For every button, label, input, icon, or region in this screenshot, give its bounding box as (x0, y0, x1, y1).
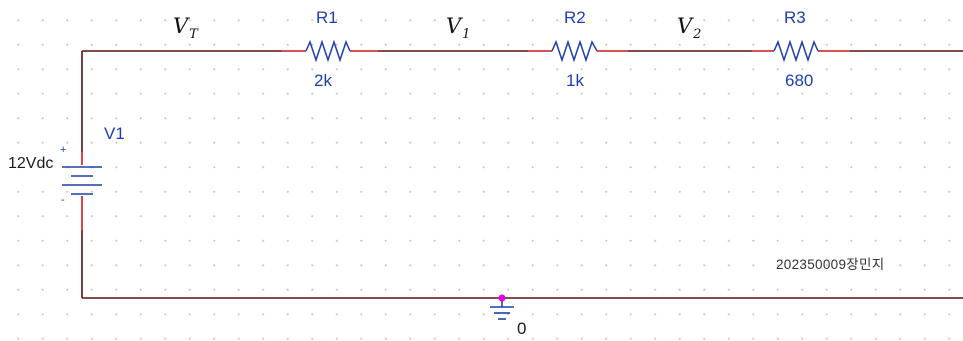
r3-zigzag (773, 39, 819, 63)
ground-label: 0 (517, 319, 526, 338)
r2-value-label: 1k (566, 71, 584, 90)
node-v1-main: V (446, 14, 463, 38)
v1-minus-sign: - (61, 194, 65, 206)
r3-ref-label: R3 (784, 8, 806, 27)
node-label-vt: VT (173, 14, 199, 42)
node-label-v1: V1 (446, 14, 470, 42)
node-vt-sub: T (189, 27, 199, 42)
v1-plus-sign: + (60, 144, 66, 156)
r2-ref-label: R2 (564, 8, 586, 27)
node-v2-main: V (677, 14, 694, 38)
v1-ref-label: V1 (104, 124, 125, 143)
r1-ref-label: R1 (316, 8, 338, 27)
v1-value-label: 12Vdc (8, 155, 53, 172)
node-vt-main: V (173, 14, 190, 38)
resistor-r1[interactable]: R1 2k (282, 8, 378, 90)
student-id-note: 202350009장민지 (776, 257, 884, 272)
resistor-r2[interactable]: R2 1k (528, 8, 628, 90)
ground-symbol[interactable]: 0 (490, 294, 526, 339)
node-label-v2: V2 (677, 14, 701, 42)
junction-dot (498, 294, 506, 302)
r1-value-label: 2k (314, 71, 332, 90)
node-v1-sub: 1 (462, 27, 470, 42)
node-v2-sub: 2 (692, 27, 701, 42)
r2-zigzag (551, 39, 598, 63)
voltage-source-v1[interactable]: V1 12Vdc + - (8, 124, 125, 230)
r1-zigzag (305, 39, 351, 63)
resistor-r3[interactable]: R3 680 (752, 8, 850, 90)
r3-value-label: 680 (785, 71, 813, 90)
